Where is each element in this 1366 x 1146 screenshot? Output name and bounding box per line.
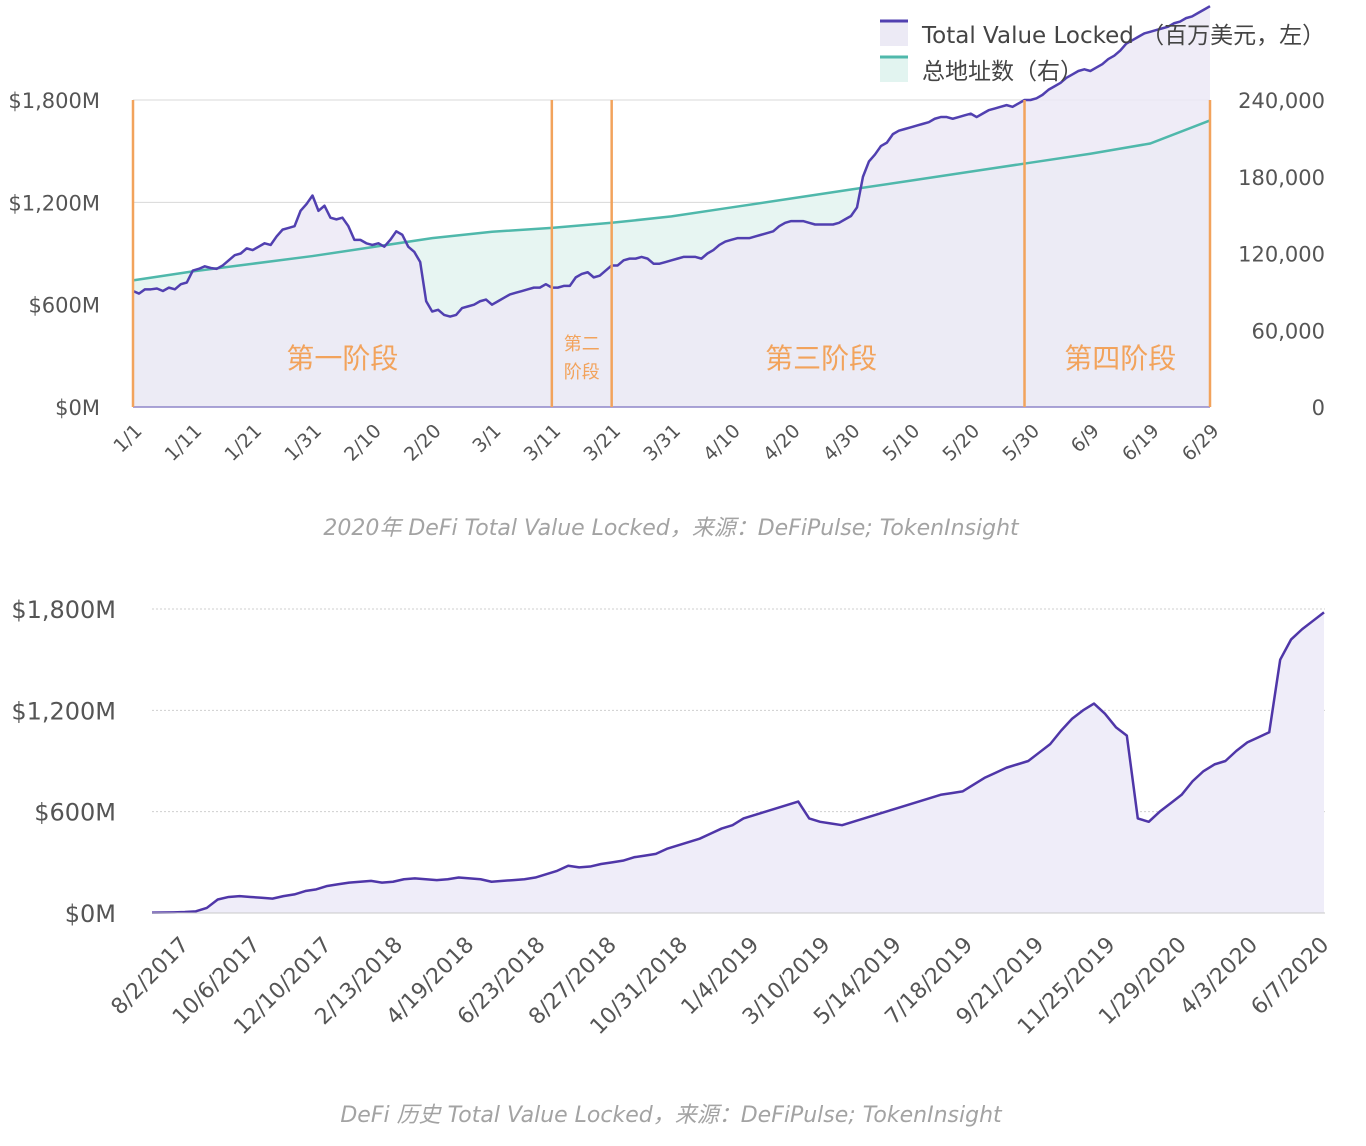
x-tick-label: 1/21 <box>220 420 266 466</box>
chart-2020-caption: 2020年 DeFi Total Value Locked，来源：DeFiPul… <box>323 516 1019 541</box>
phase-label: 第四阶段 <box>1064 342 1176 375</box>
legend-label-tvl: Total Value Locked （百万美元，左） <box>921 23 1325 49</box>
x-tick-label: 3/31 <box>639 420 685 466</box>
legend-swatch-address <box>880 56 908 82</box>
y-tick-label: $1,800M <box>11 596 116 624</box>
x-tick-label: 4/10 <box>699 420 745 466</box>
legend-swatch-tvl <box>880 20 908 46</box>
x-tick-label: 2/10 <box>340 420 386 466</box>
chart-historical-caption: DeFi 历史 Total Value Locked，来源：DeFiPulse;… <box>340 1103 1002 1128</box>
y-left-tick-label: $0M <box>55 396 100 420</box>
phase-label: 阶段 <box>564 362 600 383</box>
x-tick-label: 4/30 <box>819 420 865 466</box>
address-line <box>132 119 1211 282</box>
y-right-tick-label: 180,000 <box>1238 166 1325 190</box>
phase-label: 第一阶段 <box>286 342 398 375</box>
x-tick-label: 2/20 <box>400 420 446 466</box>
tvl-area <box>152 612 1324 913</box>
y-tick-label: $0M <box>65 900 116 928</box>
tvl-line <box>151 611 1325 914</box>
x-tick-label: 5/30 <box>998 420 1044 466</box>
x-tick-label: 6/7/2020 <box>1247 933 1335 1021</box>
y-right-tick-label: 120,000 <box>1238 243 1325 267</box>
x-tick-label: 6/19 <box>1118 420 1164 466</box>
x-tick-label: 3/21 <box>579 420 625 466</box>
y-tick-label: $600M <box>34 799 116 827</box>
legend: Total Value Locked （百万美元，左） 总地址数（右） <box>880 19 1325 85</box>
x-tick-label: 6/29 <box>1178 420 1224 466</box>
x-tick-label: 3/11 <box>520 420 566 466</box>
chart-historical-tvl: $0M$600M$1,200M$1,800M8/2/201710/6/20171… <box>11 596 1335 1040</box>
y-left-tick-label: $1,800M <box>8 89 100 113</box>
tvl-line <box>132 5 1211 318</box>
y-left-tick-label: $1,200M <box>8 191 100 215</box>
legend-label-address: 总地址数（右） <box>922 59 1083 85</box>
x-tick-label: 6/9 <box>1067 420 1104 457</box>
y-tick-label: $1,200M <box>11 697 116 725</box>
y-right-tick-label: 240,000 <box>1238 89 1325 113</box>
x-tick-label: 1/1 <box>109 420 146 457</box>
y-left-tick-label: $600M <box>28 294 100 318</box>
phase-label: 第二 <box>564 334 600 355</box>
y-right-tick-label: 60,000 <box>1252 319 1325 343</box>
x-tick-label: 1/31 <box>280 420 326 466</box>
y-right-tick-label: 0 <box>1312 396 1325 420</box>
x-tick-label: 3/1 <box>468 420 505 457</box>
x-tick-label: 4/20 <box>759 420 805 466</box>
x-tick-label: 1/11 <box>161 420 207 466</box>
x-tick-label: 5/20 <box>938 420 984 466</box>
x-tick-label: 5/10 <box>879 420 925 466</box>
tvl-area <box>133 6 1210 407</box>
gridlines <box>152 608 1325 813</box>
phase-label: 第三阶段 <box>765 342 877 375</box>
